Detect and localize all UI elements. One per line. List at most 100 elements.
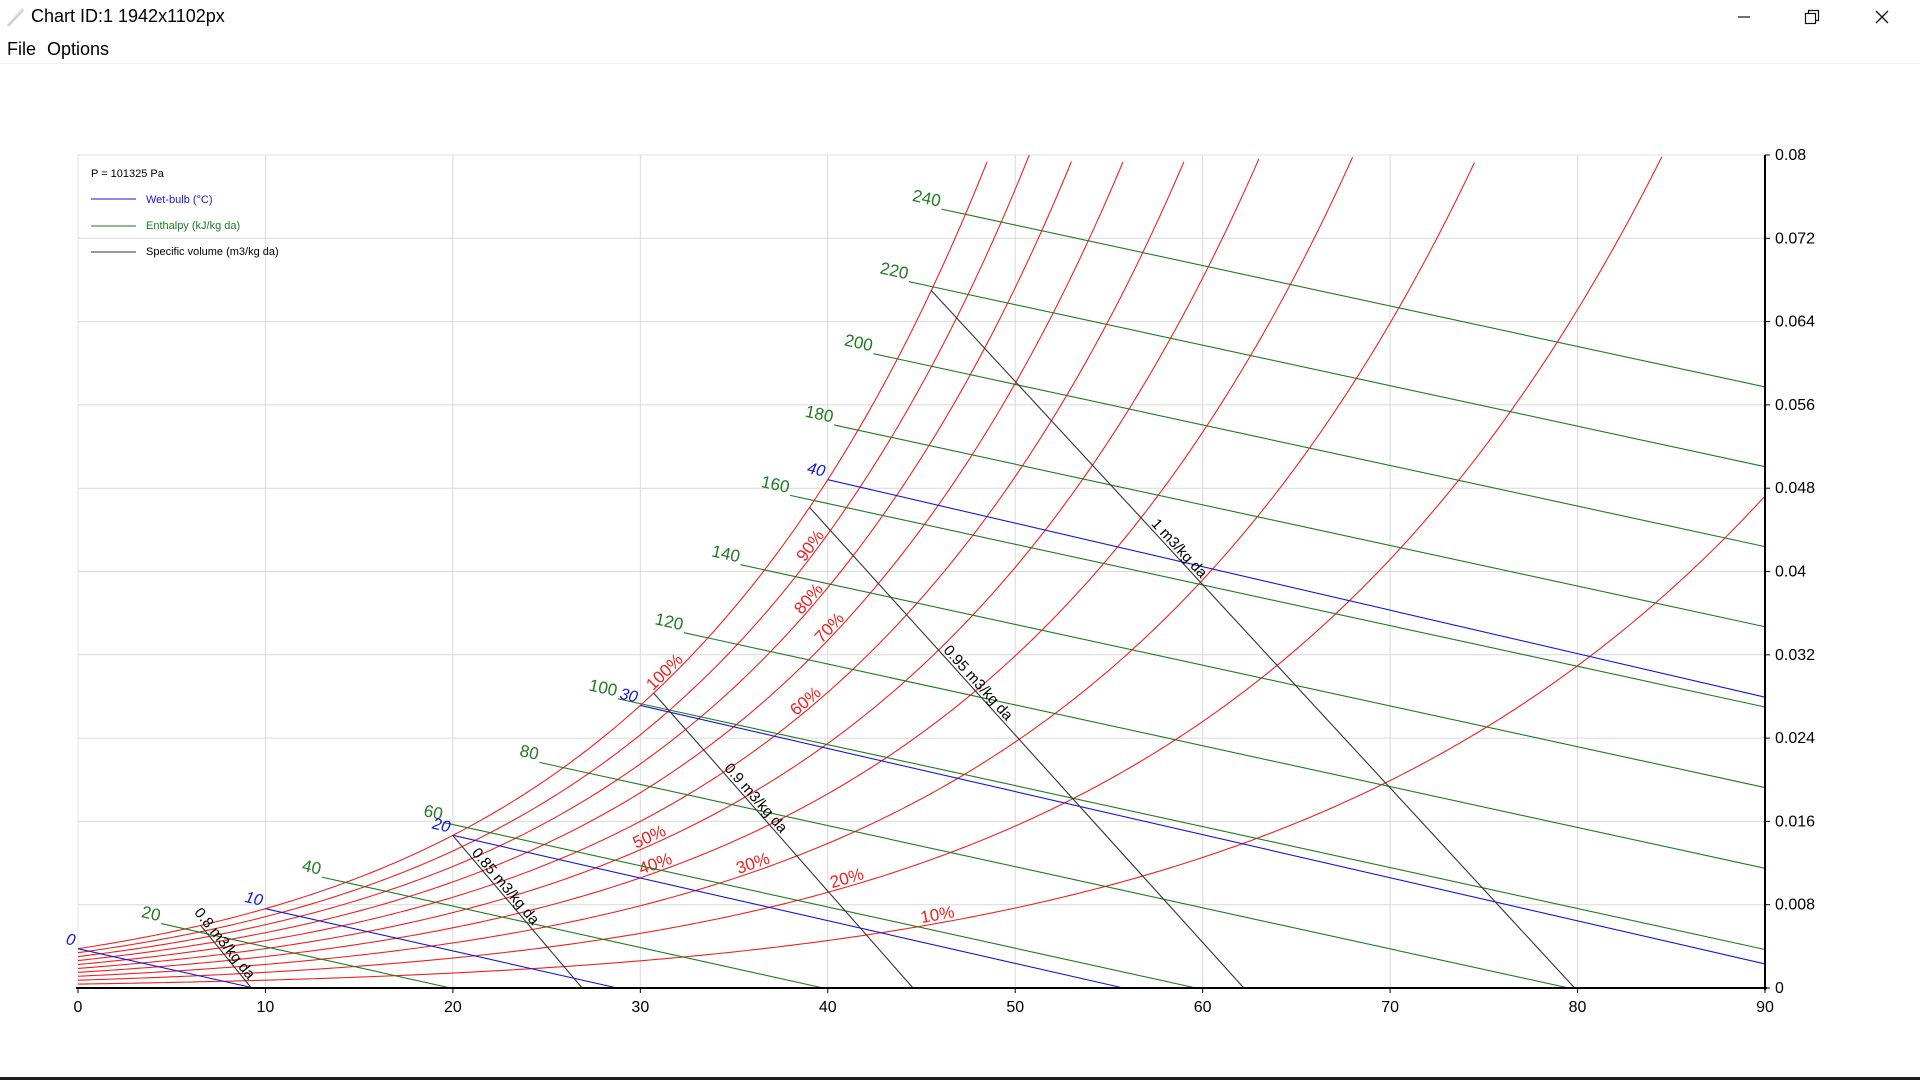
enthalpy-leader-120 (683, 632, 708, 639)
x-tick-label: 90 (1756, 999, 1774, 1016)
y-tick-label: 0.032 (1775, 647, 1815, 664)
enthalpy-leader-60 (443, 821, 468, 829)
restore-button[interactable] (1778, 0, 1846, 34)
enthalpy-label-140: 140 (710, 542, 742, 567)
pressure-label: P = 101325 Pa (91, 168, 165, 180)
wet-bulb-line-30 (640, 704, 1766, 965)
rh-label-50: 50% (630, 821, 669, 852)
wet-bulb-line-0 (77, 948, 254, 989)
enthalpy-label-40: 40 (300, 856, 323, 879)
app-icon (6, 8, 24, 27)
specific-volume-line-0.95 (809, 507, 1245, 989)
enthalpy-label-240: 240 (911, 186, 943, 211)
rh-label-90: 90% (792, 526, 828, 565)
enthalpy-label-220: 220 (878, 259, 910, 284)
enthalpy-label-100: 100 (587, 676, 619, 701)
enthalpy-lines: 20 40 60 80 100 120 140 160 180 200 220 240 (140, 186, 1766, 989)
specific-volume-label-1: 1 m3/kg da (1148, 515, 1211, 582)
rh-line-30 (77, 162, 1475, 977)
enthalpy-label-180: 180 (803, 402, 835, 427)
rh-line-60 (77, 161, 1185, 966)
y-tick-label: 0.072 (1775, 230, 1815, 247)
menu-file[interactable]: File (7, 39, 37, 59)
enthalpy-line-180 (857, 429, 1766, 628)
y-tick-label: 0 (1775, 980, 1784, 997)
enthalpy-label-60: 60 (422, 801, 445, 824)
y-tick-label: 0.048 (1775, 480, 1815, 497)
specific-volume-label-0.9: 0.9 m3/kg da (721, 760, 791, 837)
enthalpy-label-80: 80 (518, 741, 541, 764)
enthalpy-label-160: 160 (760, 472, 792, 497)
wet-bulb-line-40 (827, 479, 1766, 698)
rh-label-10: 10% (919, 902, 956, 927)
wet-bulb-label-0: 0 (64, 931, 76, 950)
y-tick-label: 0.008 (1775, 897, 1815, 914)
enthalpy-line-140 (764, 569, 1766, 789)
enthalpy-leader-100 (617, 698, 642, 705)
wet-bulb-line-10 (265, 908, 618, 989)
specific-volume-line-0.8 (200, 925, 252, 989)
y-tick-label: 0.024 (1775, 730, 1815, 747)
wet-bulb-label-20: 20 (430, 815, 452, 836)
enthalpy-leader-180 (833, 424, 859, 431)
x-tick-label: 20 (444, 999, 462, 1016)
menu-options[interactable]: Options (47, 39, 110, 59)
specific-volume-line-0.9 (653, 692, 914, 989)
x-tick-label: 30 (631, 999, 649, 1016)
taskbar-edge (0, 1077, 1920, 1080)
rh-line-40 (77, 156, 1354, 973)
rh-line-70 (77, 161, 1124, 962)
wet-bulb-label-10: 10 (243, 889, 264, 910)
y-tick-label: 0.056 (1775, 397, 1815, 414)
menu-separator (0, 63, 1920, 64)
grid (77, 154, 1766, 989)
close-icon (1875, 10, 1889, 24)
rh-label-40: 40% (636, 849, 674, 878)
enthalpy-line-240 (965, 213, 1766, 388)
legend-label-enthalpy: Enthalpy (kJ/kg da) (146, 220, 240, 232)
y-tick-label: 0.016 (1775, 813, 1815, 830)
enthalpy-leader-240 (941, 208, 966, 215)
menu-bar: File Options (0, 37, 1920, 63)
y-tick-label: 0.08 (1775, 147, 1806, 164)
rh-line-100 (77, 161, 988, 950)
enthalpy-line-220 (932, 286, 1766, 468)
enthalpy-leader-40 (321, 876, 346, 883)
relative-humidity-lines: 10% 20% 30% 40%50% 60% 70%80% 90% 100% (77, 154, 1766, 985)
specific-volume-line-1 (930, 290, 1576, 989)
wet-bulb-label-30: 30 (618, 686, 639, 707)
rh-label-100: 100% (642, 650, 686, 694)
enthalpy-line-100 (641, 703, 1766, 951)
x-tick-label: 0 (74, 999, 83, 1016)
rh-line-20 (77, 156, 1663, 981)
close-button[interactable] (1848, 0, 1916, 34)
minimize-icon (1738, 16, 1750, 18)
legend-label-specific-volume: Specific volume (m3/kg da) (146, 246, 279, 258)
enthalpy-leader-140 (740, 564, 765, 571)
enthalpy-line-20 (185, 928, 451, 989)
legend-label-wet-bulb: Wet-bulb (°C) (146, 194, 213, 206)
enthalpy-line-200 (897, 358, 1766, 548)
window-title: Chart ID:1 1942x1102px (31, 6, 225, 26)
x-tick-label: 40 (819, 999, 837, 1016)
enthalpy-label-200: 200 (843, 331, 875, 356)
x-tick-label: 10 (257, 999, 275, 1016)
enthalpy-line-80 (563, 767, 1569, 989)
axes: 0 10 20 30 40 50 60 70 80 9000.0080.0160.0240.032… (74, 147, 1816, 1016)
x-tick-label: 50 (1006, 999, 1024, 1016)
enthalpy-leader-220 (908, 281, 934, 288)
rh-label-70: 70% (811, 609, 848, 647)
x-tick-label: 80 (1569, 999, 1587, 1016)
rh-line-50 (77, 158, 1260, 969)
specific-volume-lines: 0.8 m3/kg da0.85 m3/kg da0.9 m3/kg da0.9… (191, 290, 1576, 989)
x-tick-label: 60 (1194, 999, 1212, 1016)
rh-line-10 (77, 495, 1766, 985)
enthalpy-leader-80 (539, 761, 564, 769)
minimize-button[interactable] (1710, 0, 1778, 34)
enthalpy-line-40 (345, 881, 824, 989)
enthalpy-label-120: 120 (653, 610, 685, 635)
y-tick-label: 0.04 (1775, 564, 1806, 581)
legend: P = 101325 Pa Wet-bulb (°C) Enthalpy (kJ… (91, 168, 279, 258)
title-bar: Chart ID:1 1942x1102px (0, 0, 1920, 36)
rh-line-90 (77, 154, 1030, 954)
